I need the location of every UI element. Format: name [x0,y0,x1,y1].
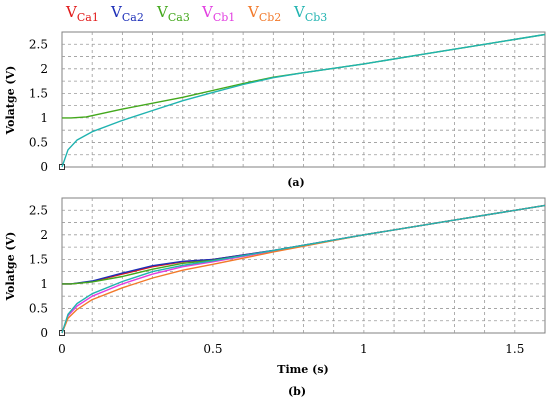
y-tick-label: 0 [40,326,48,340]
y-tick-label: 1 [40,111,48,125]
y-tick-label: 0 [40,160,48,174]
series-line-vcb3 [61,204,546,334]
x-axis-label-b: Time (s) [277,363,328,376]
y-tick-label: 2 [40,62,48,76]
x-tick-label: 0 [58,342,66,356]
y-tick-label: 0.5 [29,135,48,149]
legend-entry-vcb3: VCb3 [293,3,327,24]
y-ticks-b: 0 0.5 1 1.5 2 2.5 [29,203,48,340]
series-a [59,33,546,170]
grid-a [62,32,545,167]
x-ticks-b: 0 0.5 1 1.5 [58,342,524,356]
legend-entry-vca2: VCa2 [110,3,144,24]
legend-entry-vca3: VCa3 [156,3,190,24]
chart-panel-a: 0 0.5 1 1.5 2 2.5 Volatge (V) (a) [4,31,546,189]
panel-label-a: (a) [287,176,305,189]
series-line-vcb3 [61,33,546,168]
x-tick-label: 1 [360,342,368,356]
panel-label-b: (b) [288,385,306,398]
grid-b [62,198,545,333]
y-tick-label: 1.5 [29,252,48,266]
legend-entry-vcb2: VCb2 [247,3,281,24]
y-tick-label: 0.5 [29,301,48,315]
x-tick-label: 1.5 [505,342,524,356]
legend-entry-vca1: VCa1 [65,3,99,24]
legend-entry-vcb1: VCb1 [201,3,235,24]
y-tick-label: 1 [40,277,48,291]
y-axis-label-b: Volatge (V) [4,232,17,302]
y-tick-label: 2.5 [29,203,48,217]
legend: VCa1 VCa2 VCa3 VCb1 VCb2 VCb3 [65,3,327,24]
series-b [59,204,546,336]
y-ticks-a: 0 0.5 1 1.5 2 2.5 [29,37,48,174]
y-tick-label: 1.5 [29,86,48,100]
chart-panel-b: 0 0.5 1 1.5 2 2.5 0 0.5 1 1.5 Volatge (V) Time (… [4,197,546,398]
y-axis-label-a: Volatge (V) [4,66,17,136]
x-tick-label: 0.5 [203,342,222,356]
y-tick-label: 2.5 [29,37,48,51]
y-tick-label: 2 [40,228,48,242]
